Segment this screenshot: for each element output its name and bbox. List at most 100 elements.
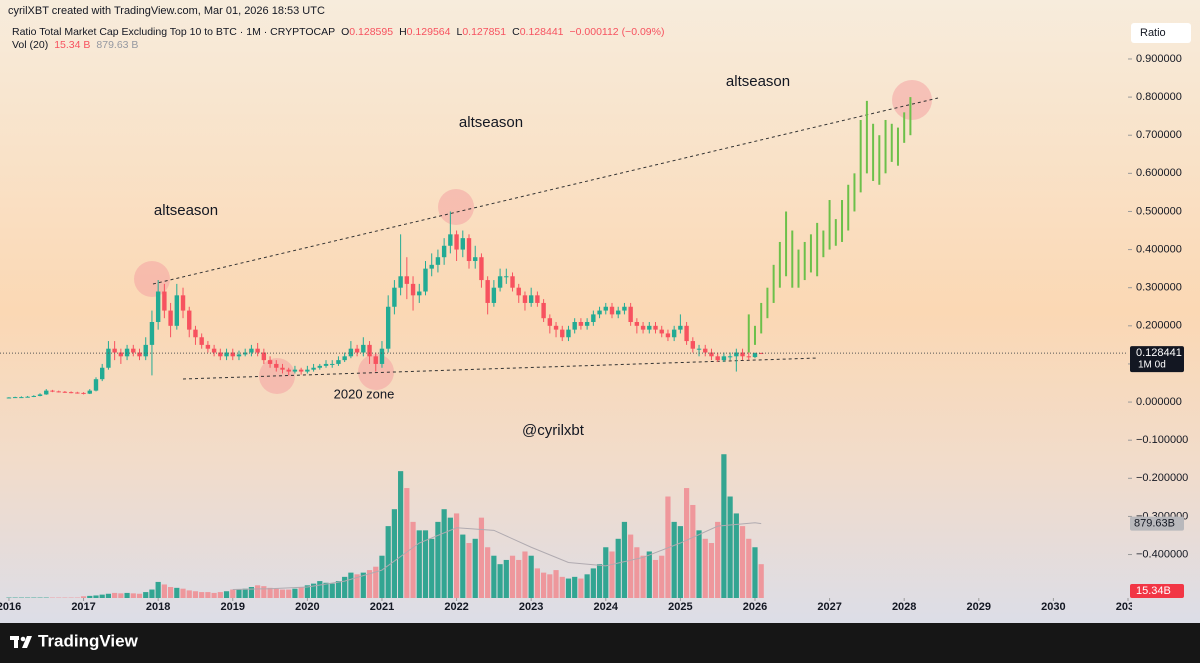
- y-tick-label: 0.300000: [1136, 282, 1182, 294]
- highlight: [134, 261, 170, 297]
- volume-bar: [733, 513, 739, 598]
- volume-bar: [677, 526, 683, 598]
- symbol: Ratio Total Market Cap Excluding Top 10 …: [12, 26, 335, 38]
- candle-body: [112, 348, 117, 353]
- candle-body: [106, 348, 111, 368]
- candle-body: [466, 238, 472, 262]
- volume-bar: [640, 555, 646, 598]
- candle-body: [68, 392, 74, 394]
- candle-body: [392, 287, 397, 307]
- candle-body: [423, 268, 428, 292]
- candle-body: [137, 352, 142, 357]
- candle-body: [218, 352, 223, 357]
- volume-bar: [590, 568, 596, 598]
- x-tick-label: 2030: [1041, 601, 1065, 613]
- ohlc-label: O: [341, 26, 349, 38]
- volume-bar: [124, 592, 130, 598]
- candle-body: [516, 287, 521, 296]
- volume-bar: [547, 574, 553, 598]
- volume-bar: [534, 568, 540, 598]
- ma-axis-label: 879.63B: [1134, 518, 1175, 530]
- volume-bar: [466, 543, 472, 598]
- volume-bar: [578, 578, 584, 598]
- x-tick-label: 2028: [892, 601, 916, 613]
- volume-bar: [342, 576, 348, 598]
- trend-line: [152, 97, 939, 285]
- candle-body: [560, 329, 565, 338]
- candle-body: [100, 367, 105, 380]
- x-tick-label: 2021: [370, 601, 394, 613]
- volume-bar: [205, 592, 211, 598]
- candle-body: [230, 352, 235, 357]
- candle-body: [715, 356, 720, 361]
- candle-body: [205, 344, 211, 349]
- candle-body: [734, 352, 739, 357]
- candle-body: [709, 352, 714, 357]
- candle-body: [174, 295, 180, 326]
- volume-value: 15.34 B: [54, 39, 90, 51]
- scale-button[interactable]: [1131, 23, 1191, 43]
- highlight: [892, 80, 932, 120]
- candle-body: [703, 348, 708, 353]
- volume-bar: [739, 526, 746, 598]
- volume-bar: [292, 588, 298, 598]
- volume-bar: [509, 555, 516, 598]
- candle-body: [323, 363, 329, 366]
- x-tick-label: 2020: [295, 601, 319, 613]
- volume-bar: [366, 570, 373, 598]
- volume-bar: [634, 547, 640, 598]
- candle-body: [373, 356, 378, 364]
- candle-body: [162, 291, 167, 311]
- x-tick-label: 2023: [519, 601, 543, 613]
- volume-bar: [460, 534, 466, 598]
- candle-body: [305, 369, 310, 372]
- candle-body: [740, 352, 745, 357]
- candle-body: [50, 390, 55, 392]
- volume-legend: Vol (20) 15.34 B 879.63 B: [12, 39, 138, 51]
- volume-bar: [528, 555, 534, 598]
- candle-body: [671, 329, 677, 338]
- y-tick-label: 0.500000: [1136, 205, 1182, 217]
- y-tick-label: −0.400000: [1136, 548, 1188, 560]
- volume-bar: [199, 592, 205, 598]
- candle-body: [211, 348, 217, 353]
- volume-bar: [360, 572, 366, 598]
- candle-body: [131, 348, 136, 353]
- candle-body: [460, 238, 465, 250]
- candle-body: [75, 392, 80, 394]
- candle-body: [199, 337, 204, 345]
- candle-body: [187, 310, 192, 330]
- candle-body: [435, 257, 441, 265]
- candle-body: [280, 367, 285, 370]
- candle-body: [361, 344, 366, 353]
- candle-body: [479, 257, 484, 281]
- candle-body: [454, 234, 459, 250]
- candle-body: [684, 325, 689, 342]
- candle-body: [609, 306, 615, 315]
- volume-bar: [559, 576, 565, 598]
- candle-body: [553, 325, 559, 330]
- candle-body: [497, 276, 503, 288]
- volume-bar: [715, 521, 721, 598]
- volume-bar: [298, 587, 304, 598]
- candle-body: [348, 348, 354, 357]
- candle-body: [249, 348, 254, 353]
- candle-body: [342, 356, 347, 361]
- x-tick-label: 2019: [221, 601, 245, 613]
- candle-body: [31, 395, 37, 397]
- volume-bar: [453, 513, 460, 598]
- candle-body: [578, 322, 584, 326]
- volume-bar: [516, 559, 522, 598]
- candle-body: [255, 348, 260, 353]
- volume-bar: [323, 582, 329, 598]
- volume-bar: [217, 592, 223, 598]
- volume-bar: [422, 530, 429, 598]
- volume-bar: [267, 587, 273, 598]
- volume-title: Vol (20): [12, 39, 48, 51]
- candle-body: [168, 310, 173, 326]
- candle-body: [6, 397, 12, 399]
- symbol-legend: Ratio Total Market Cap Excluding Top 10 …: [12, 26, 664, 38]
- volume-bar: [416, 530, 422, 598]
- candle-body: [510, 276, 515, 288]
- scale-button-label[interactable]: Ratio: [1140, 27, 1166, 39]
